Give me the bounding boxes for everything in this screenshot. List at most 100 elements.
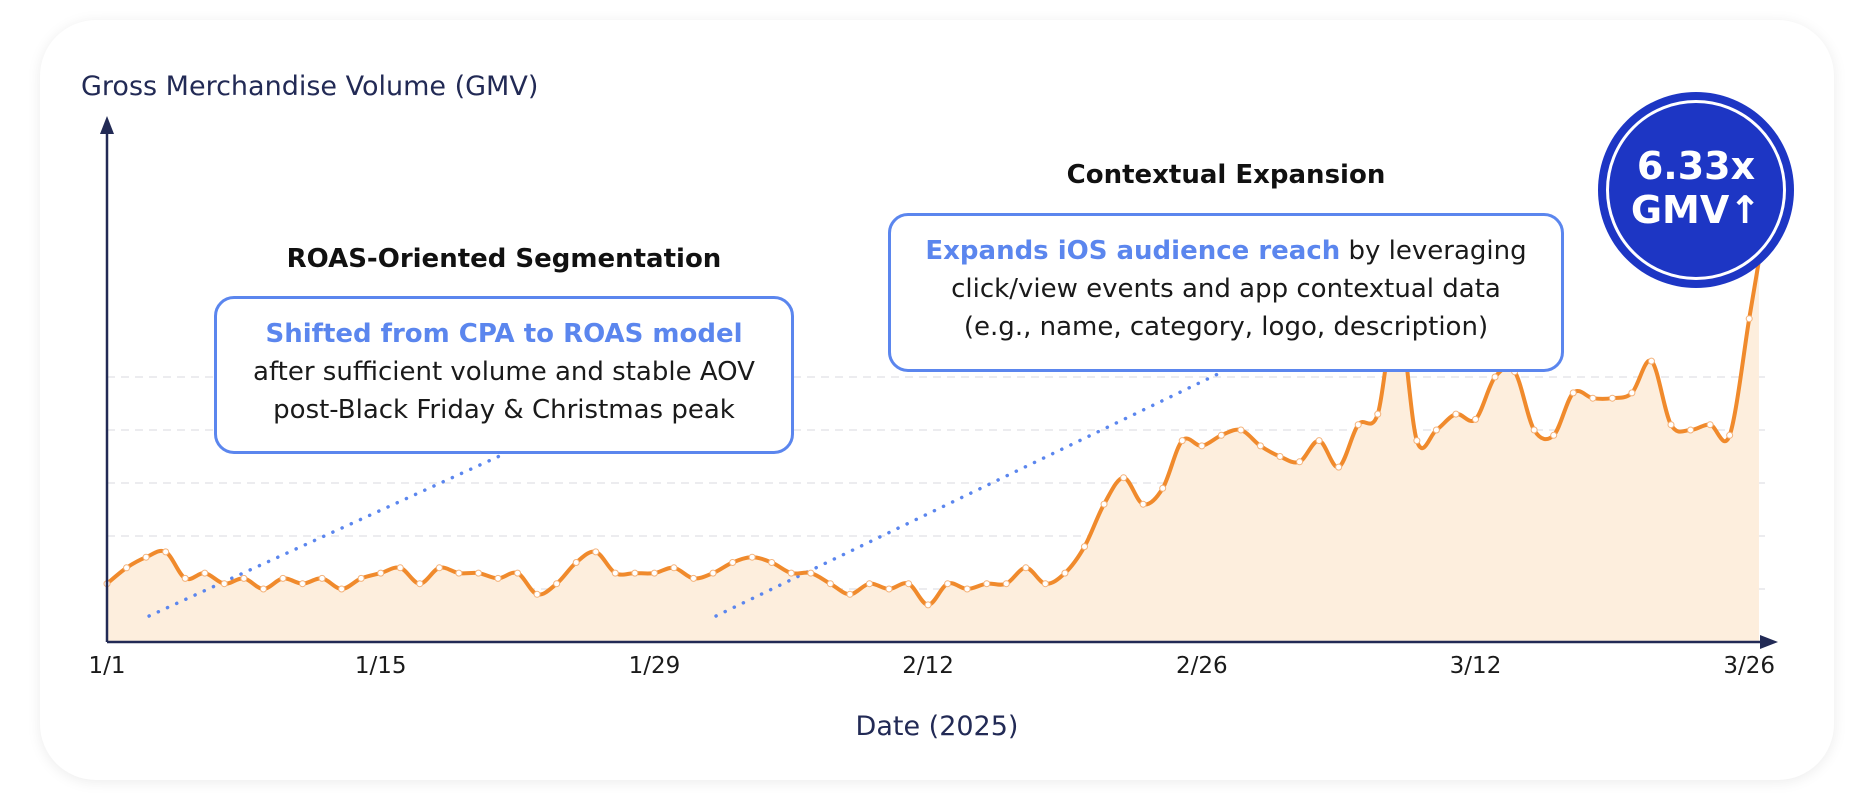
y-axis-title: Gross Merchandise Volume (GMV) — [81, 71, 538, 102]
data-point — [1022, 564, 1030, 572]
data-point — [279, 574, 287, 582]
data-point — [1139, 500, 1147, 508]
data-point — [1608, 394, 1616, 402]
data-point — [1550, 431, 1558, 439]
annotation-highlight-contextual: Expands iOS audience reach — [925, 236, 1341, 266]
data-point — [905, 580, 913, 588]
data-point — [1041, 580, 1049, 588]
data-point — [729, 559, 737, 566]
data-point — [1374, 410, 1382, 418]
data-point — [318, 574, 326, 582]
badge-label: GMV↑ — [1630, 188, 1762, 232]
data-point — [494, 574, 502, 582]
data-point — [1569, 389, 1577, 397]
annotation-first-line-contextual: Expands iOS audience reach by leveraging — [891, 232, 1561, 270]
x-tick-label: 3/12 — [1450, 653, 1502, 679]
axes — [100, 116, 1778, 649]
gridlines — [107, 376, 1765, 590]
data-point — [1745, 315, 1753, 323]
data-point — [1315, 437, 1323, 445]
x-axis-arrow — [1760, 635, 1778, 649]
data-point — [1217, 431, 1225, 439]
data-point — [1726, 431, 1734, 439]
data-point — [1628, 389, 1636, 397]
data-point — [142, 553, 150, 561]
data-point — [885, 585, 893, 593]
data-point — [1335, 463, 1343, 471]
data-point — [259, 585, 267, 593]
data-point — [1120, 474, 1128, 482]
x-axis-title: Date (2025) — [856, 711, 1019, 742]
x-tick-label: 3/26 — [1723, 653, 1775, 679]
data-point — [1706, 421, 1714, 429]
y-axis-arrow — [100, 116, 114, 134]
data-point — [416, 580, 424, 588]
data-point — [299, 580, 306, 588]
data-point — [787, 569, 795, 577]
data-point — [865, 580, 873, 588]
data-point — [768, 559, 776, 566]
annotation-line2-roas: post-Black Friday & Christmas peak — [273, 395, 735, 425]
data-point — [611, 569, 619, 577]
annotation-title-roas: ROAS-Oriented Segmentation — [286, 244, 722, 274]
badge-ring — [1606, 100, 1786, 280]
data-point — [181, 574, 189, 582]
data-point — [1530, 426, 1538, 434]
data-point — [201, 569, 209, 577]
data-point — [396, 564, 404, 572]
data-point — [1276, 453, 1284, 460]
data-point — [631, 569, 639, 577]
data-point — [357, 574, 365, 582]
x-tick-label: 1/1 — [88, 653, 125, 679]
annotation-box-contextual: Expands iOS audience reach by leveraging… — [888, 213, 1564, 372]
x-tick-label: 2/26 — [1176, 653, 1228, 679]
data-point — [709, 569, 717, 577]
annotation-title-contextual: Contextual Expansion — [1066, 160, 1386, 190]
annotation-highlight-roas: Shifted from CPA to ROAS model — [265, 319, 743, 349]
data-point — [983, 580, 991, 588]
annotation-box-roas: Shifted from CPA to ROAS model after suf… — [214, 296, 794, 454]
data-point — [1413, 437, 1421, 445]
data-point — [690, 574, 697, 582]
data-point — [162, 548, 170, 556]
data-point — [1452, 410, 1460, 418]
data-point — [592, 548, 600, 556]
data-point — [1296, 458, 1304, 466]
x-tick-label: 1/15 — [355, 653, 407, 679]
data-point — [826, 580, 834, 588]
data-point — [1354, 421, 1362, 429]
badge-value: 6.33x — [1636, 144, 1756, 188]
data-point — [924, 601, 932, 609]
data-point — [435, 564, 443, 572]
data-point — [963, 585, 971, 593]
annotation-line2-contextual: (e.g., name, category, logo, description… — [963, 312, 1489, 342]
annotation-highlight-suffix-contextual: by leveraging — [1340, 236, 1527, 266]
data-point — [748, 553, 756, 561]
data-point — [807, 569, 815, 577]
data-point — [474, 569, 482, 577]
data-point — [650, 569, 658, 577]
data-point — [1472, 415, 1479, 423]
data-point — [533, 590, 541, 598]
data-point — [572, 559, 580, 566]
data-point — [1159, 484, 1167, 492]
data-point — [1061, 569, 1069, 577]
data-point — [944, 580, 952, 588]
data-point — [1589, 394, 1597, 402]
data-point — [514, 569, 522, 577]
data-point — [1237, 426, 1245, 434]
gmv-growth-badge: 6.33x GMV↑ — [1598, 92, 1794, 288]
x-tick-label: 1/29 — [629, 653, 681, 679]
badge-text: 6.33x GMV↑ — [1598, 144, 1794, 232]
x-tick-label: 2/12 — [902, 653, 954, 679]
gmv-markers — [103, 304, 1753, 609]
data-point — [1100, 500, 1108, 508]
gmv-area-fill — [107, 260, 1759, 642]
data-point — [1687, 426, 1695, 434]
data-point — [377, 569, 385, 577]
data-point — [240, 574, 248, 582]
data-point — [553, 580, 561, 588]
data-point — [338, 585, 346, 593]
data-point — [123, 564, 131, 572]
